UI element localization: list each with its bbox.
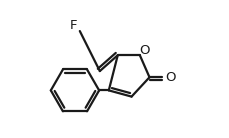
Text: F: F — [70, 19, 77, 32]
Text: O: O — [165, 71, 175, 84]
Text: O: O — [139, 44, 149, 57]
